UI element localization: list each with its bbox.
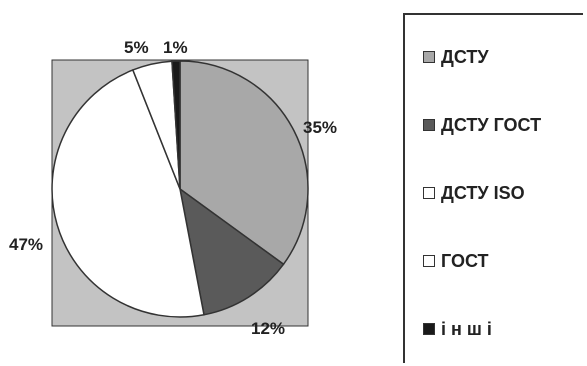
legend-label: ДСТУ ISO <box>441 182 525 203</box>
legend-item-dstu: ДСТУ <box>423 45 489 69</box>
legend-item-gost: ГОСТ <box>423 249 489 273</box>
legend-label: ДСТУ <box>441 46 489 67</box>
slice-dstu-gost <box>178 187 285 316</box>
data-label: 35% <box>303 118 337 137</box>
legend-swatch <box>423 323 435 335</box>
legend-label: і н ш і <box>441 318 492 339</box>
data-label: 12% <box>251 319 285 338</box>
legend: ДСТУ ДСТУ ГОСТ ДСТУ ISO ГОСТ і н ш і <box>403 13 583 363</box>
legend-label: ГОСТ <box>441 250 489 271</box>
legend-label: ДСТУ ГОСТ <box>441 114 542 135</box>
data-label: 47% <box>9 235 43 254</box>
legend-item-dstu-iso: ДСТУ ISO <box>423 181 525 205</box>
data-label: 5% <box>124 38 149 57</box>
slice-dstu-iso <box>51 69 205 318</box>
pie-data-labels: 35% 12% 47% 5% 1% <box>9 38 337 338</box>
pie-slices <box>51 60 309 318</box>
legend-swatch <box>423 119 435 131</box>
legend-swatch <box>423 51 435 63</box>
data-label: 1% <box>163 38 188 57</box>
legend-item-inshi: і н ш і <box>423 317 492 341</box>
legend-swatch <box>423 255 435 267</box>
slice-inshi <box>171 60 181 190</box>
legend-swatch <box>423 187 435 199</box>
slice-dstu <box>179 60 309 266</box>
legend-item-dstu-gost: ДСТУ ГОСТ <box>423 113 541 137</box>
